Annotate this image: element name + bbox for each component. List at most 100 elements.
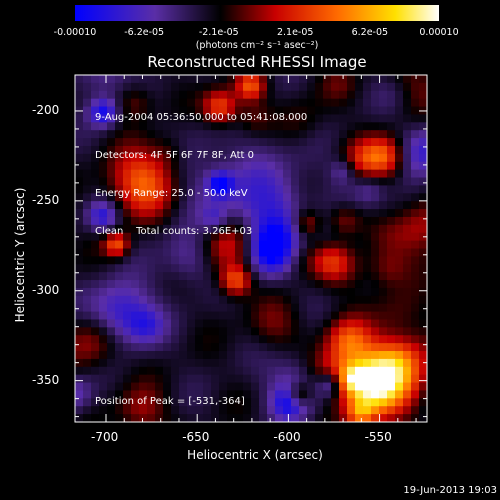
heatmap-cell bbox=[243, 303, 252, 313]
heatmap-cell bbox=[331, 248, 340, 257]
heatmap-cell bbox=[339, 209, 348, 218]
heatmap-cell bbox=[131, 201, 140, 210]
heatmap-cell bbox=[99, 232, 108, 242]
heatmap-cell bbox=[315, 209, 324, 218]
heatmap-cell bbox=[251, 161, 260, 171]
heatmap-cell bbox=[387, 382, 396, 392]
heatmap-cell bbox=[339, 201, 348, 210]
heatmap-cell bbox=[91, 414, 100, 422]
heatmap-cell bbox=[187, 138, 196, 147]
heatmap-cell bbox=[251, 414, 260, 422]
heatmap-cell bbox=[275, 114, 284, 123]
heatmap-cell bbox=[131, 106, 140, 116]
heatmap-cell bbox=[243, 280, 252, 289]
heatmap-cell bbox=[379, 90, 388, 100]
heatmap-cell bbox=[243, 75, 252, 84]
heatmap-cell bbox=[203, 106, 212, 116]
heatmap-cell bbox=[195, 295, 204, 305]
heatmap-cell bbox=[419, 343, 427, 352]
heatmap-cell bbox=[147, 90, 156, 100]
heatmap-cell bbox=[331, 335, 340, 344]
heatmap-cell bbox=[227, 138, 236, 147]
heatmap-cell bbox=[219, 280, 228, 289]
heatmap-cell bbox=[171, 82, 180, 92]
heatmap-cell bbox=[379, 343, 388, 352]
heatmap-cell bbox=[315, 390, 324, 399]
heatmap-cell bbox=[339, 82, 348, 92]
heatmap-cell bbox=[403, 319, 412, 328]
heatmap-cell bbox=[187, 106, 196, 116]
heatmap-cell bbox=[195, 414, 204, 422]
heatmap-cell bbox=[355, 366, 364, 376]
heatmap-cell bbox=[107, 382, 116, 392]
heatmap-cell bbox=[171, 75, 180, 84]
heatmap-cell bbox=[323, 193, 332, 202]
heatmap-cell bbox=[243, 374, 252, 384]
heatmap-cell bbox=[243, 169, 252, 179]
heatmap-cell bbox=[195, 256, 204, 265]
heatmap-cell bbox=[131, 390, 140, 399]
heatmap-cell bbox=[123, 193, 132, 202]
heatmap-cell bbox=[91, 177, 100, 187]
heatmap-cell bbox=[203, 169, 212, 179]
heatmap-cell bbox=[155, 224, 164, 234]
heatmap-cell bbox=[251, 201, 260, 210]
heatmap-cell bbox=[243, 311, 252, 321]
heatmap-cell bbox=[99, 122, 108, 131]
heatmap-cell bbox=[115, 280, 124, 289]
heatmap-cell bbox=[411, 114, 420, 123]
heatmap-cell bbox=[179, 406, 188, 415]
heatmap-cell bbox=[299, 351, 308, 360]
heatmap-cell bbox=[251, 130, 260, 139]
heatmap-cell bbox=[387, 351, 396, 360]
heatmap-cell bbox=[387, 414, 396, 422]
heatmap-cell bbox=[315, 248, 324, 257]
heatmap-cell bbox=[243, 295, 252, 305]
heatmap-cell bbox=[363, 177, 372, 187]
heatmap-cell bbox=[387, 335, 396, 344]
heatmap-cell bbox=[147, 114, 156, 123]
heatmap-cell bbox=[107, 98, 116, 108]
heatmap-cell bbox=[123, 153, 132, 163]
heatmap-cell bbox=[243, 106, 252, 116]
heatmap-cell bbox=[147, 311, 156, 321]
heatmap-cell bbox=[227, 406, 236, 415]
heatmap-cell bbox=[355, 390, 364, 399]
heatmap-cell bbox=[387, 153, 396, 163]
heatmap-cell bbox=[259, 374, 268, 384]
heatmap-cell bbox=[203, 177, 212, 187]
heatmap-cell bbox=[387, 114, 396, 123]
heatmap-cell bbox=[355, 209, 364, 218]
heatmap-cell bbox=[115, 248, 124, 257]
heatmap-cell bbox=[347, 358, 356, 368]
heatmap-cell bbox=[315, 272, 324, 281]
heatmap-cell bbox=[243, 319, 252, 328]
heatmap-cell bbox=[83, 201, 92, 210]
heatmap-cell bbox=[187, 303, 196, 313]
heatmap-cell bbox=[403, 256, 412, 265]
heatmap-cell bbox=[347, 287, 356, 297]
heatmap-cell bbox=[235, 106, 244, 116]
heatmap-cell bbox=[211, 224, 220, 234]
heatmap-cell bbox=[235, 114, 244, 123]
heatmap-cell bbox=[419, 145, 427, 155]
heatmap-cell bbox=[323, 358, 332, 368]
heatmap-cell bbox=[123, 256, 132, 265]
heatmap-cell bbox=[307, 177, 316, 187]
heatmap-cell bbox=[419, 153, 427, 163]
heatmap-cell bbox=[419, 209, 427, 218]
heatmap-cell bbox=[267, 138, 276, 147]
heatmap-cell bbox=[315, 351, 324, 360]
heatmap-cell bbox=[275, 169, 284, 179]
heatmap-cell bbox=[155, 343, 164, 352]
heatmap-cell bbox=[403, 185, 412, 194]
heatmap-cell bbox=[307, 248, 316, 257]
heatmap-cell bbox=[179, 216, 188, 226]
heatmap-cell bbox=[363, 161, 372, 171]
heatmap-cell bbox=[91, 130, 100, 139]
heatmap-cell bbox=[259, 75, 268, 84]
heatmap-cell bbox=[203, 374, 212, 384]
heatmap-cell bbox=[283, 130, 292, 139]
heatmap-cell bbox=[163, 161, 172, 171]
heatmap-cell bbox=[283, 295, 292, 305]
